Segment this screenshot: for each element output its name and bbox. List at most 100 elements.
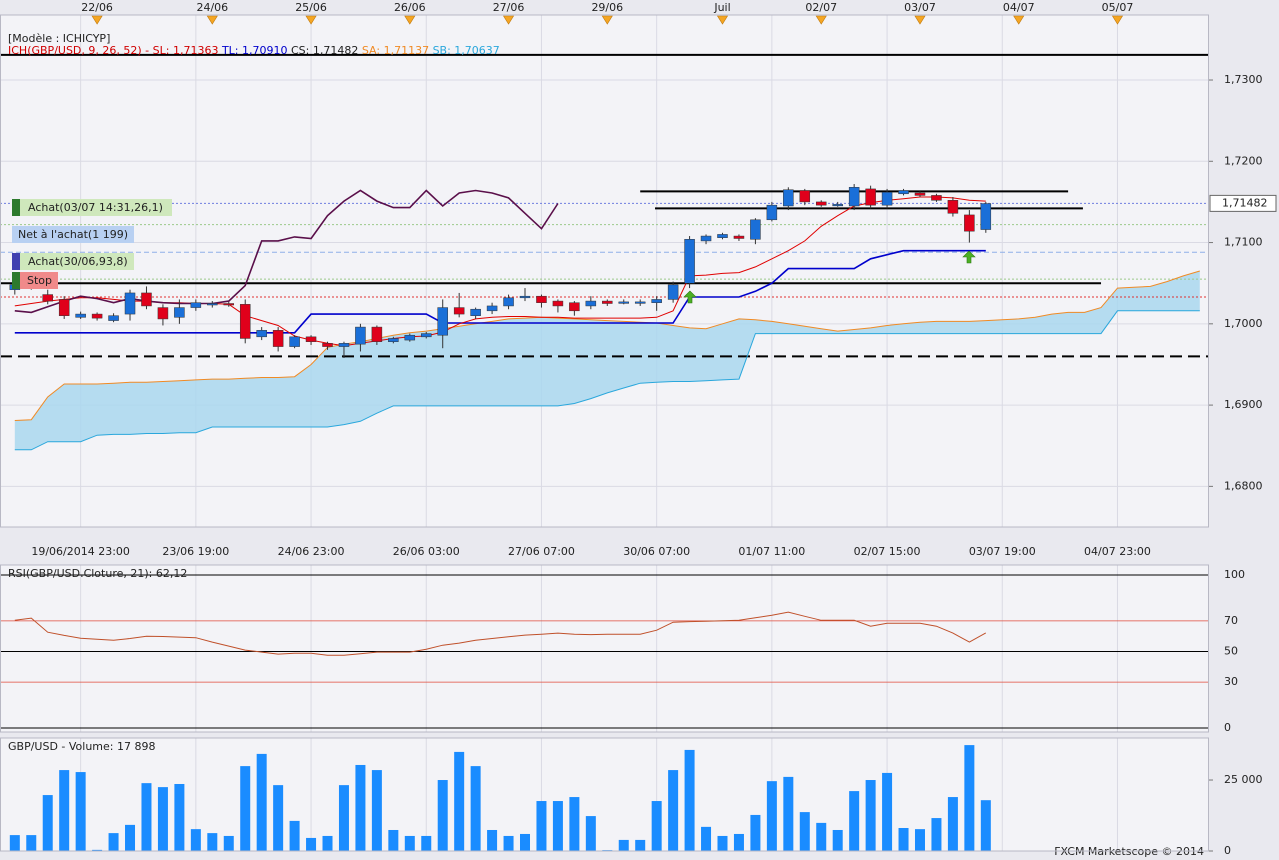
panel-border	[0, 564, 1209, 733]
candle-body	[75, 313, 86, 318]
candle-body	[783, 189, 794, 207]
candle-body	[914, 192, 926, 196]
candle-body	[536, 295, 547, 303]
label-tab	[12, 199, 20, 216]
candle-body	[58, 299, 70, 316]
candle-body	[799, 190, 811, 203]
panel-title: GBP/USD - Volume: 17 898	[8, 740, 155, 753]
volume-bar	[914, 829, 925, 851]
y-tick-label: 1,7000	[1224, 317, 1263, 330]
volume-bar	[618, 839, 629, 851]
candle-body	[470, 308, 481, 316]
day-marker	[404, 15, 416, 25]
volume-bar	[9, 835, 20, 851]
y-tick-label: 1,6900	[1224, 398, 1263, 411]
volume-bar	[59, 770, 70, 851]
volume-bar	[783, 776, 794, 851]
candle-body	[700, 235, 712, 242]
day-marker	[815, 15, 827, 25]
volume-bar	[141, 783, 152, 851]
legend-entry: CS: 1,71482	[291, 44, 358, 57]
volume-bar	[651, 801, 662, 851]
y-tick-label: 0	[1224, 844, 1231, 857]
candle-body	[157, 307, 169, 320]
top-tick-label: 29/06	[591, 1, 623, 14]
volume-bar	[684, 749, 695, 851]
label-box	[20, 199, 172, 216]
candle-body	[91, 313, 103, 319]
volume-bar	[832, 829, 843, 851]
legend-entry: SB: 1,70637	[433, 44, 500, 57]
legend-entry: SL: 1,71363	[153, 44, 219, 57]
top-tick-label: Juil	[713, 1, 730, 14]
candle-body	[964, 214, 975, 232]
volume-bar	[964, 745, 975, 851]
volume-bar	[207, 833, 218, 851]
x-tick-label: 01/07 11:00	[738, 545, 805, 558]
y-tick-label: 100	[1224, 568, 1245, 581]
top-tick-label: 03/07	[904, 1, 936, 14]
candle-body	[865, 188, 876, 206]
candle-body	[618, 301, 629, 304]
volume-bar	[388, 829, 399, 851]
volume-bar	[306, 837, 317, 851]
volume-bar	[240, 766, 251, 851]
candle-body	[750, 219, 761, 240]
volume-bar	[503, 835, 514, 851]
volume-bar	[454, 751, 465, 851]
volume-bar	[42, 795, 53, 851]
volume-bar	[421, 835, 432, 851]
volume-bar	[26, 835, 37, 851]
volume-bar	[437, 780, 448, 851]
volume-bar	[487, 829, 498, 851]
order-label: Achat(30/06,93,8)	[28, 255, 128, 268]
candle-body	[42, 294, 53, 302]
candle-body	[931, 195, 942, 201]
candle-body	[898, 190, 909, 195]
volume-bar	[585, 816, 596, 851]
label-tab	[12, 272, 20, 289]
volume-bar	[898, 828, 909, 851]
order-label: Achat(03/07 14:31,26,1)	[28, 201, 163, 214]
day-marker	[206, 15, 218, 25]
order-labels: Achat(03/07 14:31,26,1) Net à l'achat(1 …	[12, 199, 172, 289]
panel-border	[0, 14, 1209, 528]
candle-body	[124, 292, 136, 315]
volume-panel	[0, 738, 1208, 851]
indicator-line	[14, 310, 1200, 451]
candle-body	[733, 235, 745, 239]
candle-body	[569, 302, 580, 312]
volume-bar	[865, 780, 876, 851]
indicator-line	[14, 249, 986, 334]
volume-bar	[322, 835, 333, 851]
day-marker	[305, 15, 317, 25]
candle-body	[371, 326, 383, 342]
volume-bar	[371, 770, 382, 851]
y-tick-label: 25 000	[1224, 773, 1263, 786]
candle-body	[421, 333, 432, 338]
price-tag	[1209, 194, 1277, 212]
volume-bar	[701, 826, 712, 851]
x-tick-label: 27/06 07:00	[508, 545, 575, 558]
volume-bar	[289, 820, 300, 851]
x-tick-label: 02/07 15:00	[854, 545, 921, 558]
volume-bar	[849, 791, 860, 851]
indicator-line	[14, 189, 559, 314]
y-tick-label: 30	[1224, 675, 1238, 688]
candle-body	[437, 307, 448, 336]
volume-bar	[635, 839, 646, 851]
volume-bar	[338, 785, 349, 851]
volume-bar	[125, 824, 136, 851]
volume-bar	[157, 787, 168, 851]
candle-body	[305, 336, 317, 342]
candle-body	[453, 307, 465, 315]
x-tick-label: 30/06 07:00	[623, 545, 690, 558]
candle-body	[585, 300, 597, 307]
candle-body	[338, 343, 350, 347]
day-marker	[1013, 15, 1025, 25]
candle-body	[947, 200, 959, 214]
y-tick-label: 1,6800	[1224, 479, 1263, 492]
candle-body	[108, 315, 119, 321]
